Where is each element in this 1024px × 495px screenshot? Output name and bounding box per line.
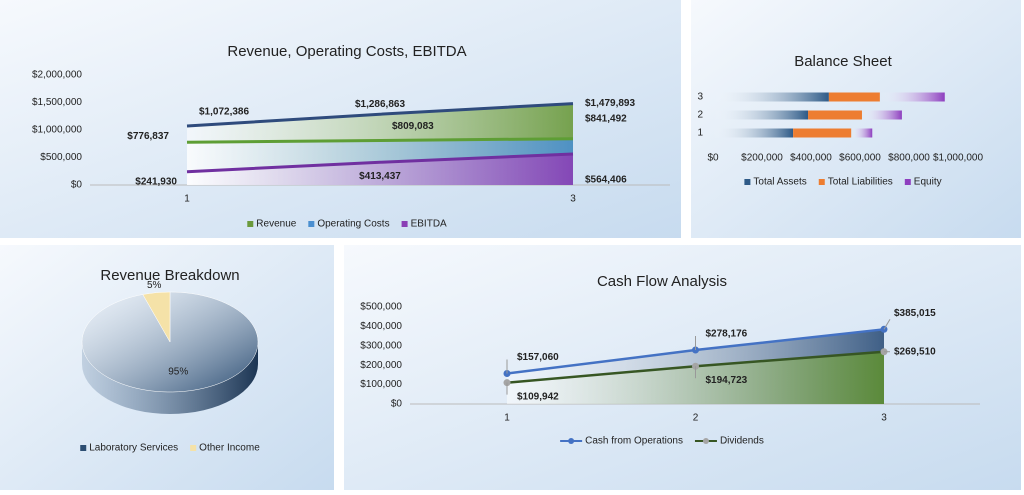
chart-title: Cash Flow Analysis bbox=[597, 273, 727, 290]
bar bbox=[713, 128, 794, 138]
y-tick-label: $0 bbox=[71, 180, 83, 191]
legend-swatch bbox=[744, 179, 751, 185]
line bbox=[186, 137, 574, 144]
legend-label: Revenue bbox=[256, 219, 296, 230]
y-tick-label: $0 bbox=[391, 399, 403, 410]
y-tick-label: $100,000 bbox=[360, 379, 402, 390]
bar bbox=[828, 92, 880, 102]
legend-marker bbox=[568, 438, 575, 444]
data-label: $241,930 bbox=[135, 176, 177, 187]
data-label: $413,437 bbox=[359, 171, 401, 182]
bar bbox=[713, 110, 809, 120]
data-label: $1,479,893 bbox=[585, 98, 635, 109]
bar bbox=[808, 110, 862, 120]
x-tick-label: 3 bbox=[570, 194, 576, 205]
legend-swatch bbox=[308, 221, 315, 227]
legend: Revenue Operating Costs EBITDA bbox=[247, 219, 447, 230]
x-tick-label: 1 bbox=[184, 194, 190, 205]
y-tick-label: $1,500,000 bbox=[32, 97, 82, 108]
legend-marker bbox=[702, 438, 709, 444]
y-tick-label: $200,000 bbox=[360, 360, 402, 371]
line bbox=[186, 102, 574, 128]
y-tick-label: 3 bbox=[697, 92, 703, 103]
line bbox=[186, 152, 574, 174]
data-label: $385,015 bbox=[894, 308, 936, 319]
data-label: $776,837 bbox=[127, 131, 169, 142]
data-label: 5% bbox=[147, 280, 162, 291]
data-label: $278,176 bbox=[706, 329, 748, 340]
y-tick-label: $500,000 bbox=[40, 152, 82, 163]
x-tick-label: $1,000,000 bbox=[933, 153, 983, 164]
legend-label: Laboratory Services bbox=[89, 443, 178, 454]
area bbox=[187, 153, 573, 185]
x-tick-label: $0 bbox=[707, 153, 719, 164]
legend-label: Equity bbox=[914, 177, 942, 188]
x-tick-label: $800,000 bbox=[888, 153, 930, 164]
data-label: $564,406 bbox=[585, 175, 627, 186]
x-tick-label: 2 bbox=[693, 413, 699, 424]
chart-title: Revenue Breakdown bbox=[100, 267, 239, 284]
y-tick-label: 2 bbox=[697, 110, 703, 121]
legend-label: Dividends bbox=[720, 436, 764, 447]
data-label: $269,510 bbox=[894, 346, 936, 357]
legend: Cash from Operations Dividends bbox=[560, 436, 764, 447]
data-label: $841,492 bbox=[585, 113, 627, 124]
data-label: $157,060 bbox=[517, 352, 559, 363]
pie-side bbox=[82, 342, 258, 414]
legend-swatch bbox=[904, 179, 911, 185]
legend: Laboratory Services Other Income bbox=[80, 443, 260, 454]
bar bbox=[851, 128, 873, 138]
legend-label: Total Assets bbox=[753, 177, 806, 188]
y-tick-label: $500,000 bbox=[360, 302, 402, 313]
legend-label: Total Liabilities bbox=[828, 177, 893, 188]
legend-label: EBITDA bbox=[411, 219, 447, 230]
chart-title: Revenue, Operating Costs, EBITDA bbox=[227, 43, 466, 60]
data-label: $1,286,863 bbox=[355, 99, 405, 110]
chart-title: Balance Sheet bbox=[794, 53, 892, 70]
x-tick-label: 3 bbox=[881, 413, 887, 424]
data-label: $809,083 bbox=[392, 121, 434, 132]
y-tick-label: $400,000 bbox=[360, 321, 402, 332]
bar bbox=[793, 128, 852, 138]
x-tick-label: $200,000 bbox=[741, 153, 783, 164]
legend-label: Other Income bbox=[199, 443, 260, 454]
legend-swatch bbox=[401, 221, 408, 227]
data-label: $1,072,386 bbox=[199, 107, 249, 118]
data-label: $109,942 bbox=[517, 391, 559, 402]
legend-swatch bbox=[80, 445, 87, 451]
legend-swatch bbox=[247, 221, 254, 227]
legend: Total Assets Total Liabilities Equity bbox=[744, 177, 942, 188]
y-tick-label: $1,000,000 bbox=[32, 125, 82, 136]
data-label: 95% bbox=[168, 366, 188, 377]
x-tick-label: 1 bbox=[504, 413, 510, 424]
x-tick-label: $400,000 bbox=[790, 153, 832, 164]
legend-label: Cash from Operations bbox=[585, 436, 683, 447]
legend-label: Operating Costs bbox=[317, 219, 389, 230]
legend-swatch bbox=[818, 179, 825, 185]
x-tick-label: $600,000 bbox=[839, 153, 881, 164]
pie-slice bbox=[142, 291, 171, 343]
bar bbox=[879, 92, 945, 102]
leader bbox=[883, 319, 891, 330]
y-tick-label: 1 bbox=[697, 128, 703, 139]
legend-swatch bbox=[190, 445, 197, 451]
y-tick-label: $300,000 bbox=[360, 340, 402, 351]
bar bbox=[861, 110, 902, 120]
bar bbox=[713, 92, 829, 102]
data-label: $194,723 bbox=[706, 375, 748, 386]
y-tick-label: $2,000,000 bbox=[32, 70, 82, 81]
